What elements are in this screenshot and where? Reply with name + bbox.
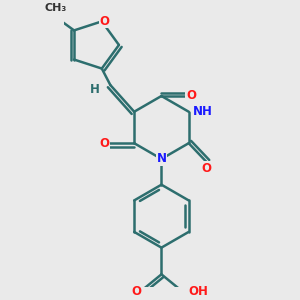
Text: H: H xyxy=(90,83,100,96)
Text: CH₃: CH₃ xyxy=(44,3,66,13)
Text: OH: OH xyxy=(188,285,208,298)
Text: O: O xyxy=(132,285,142,298)
Text: NH: NH xyxy=(193,105,212,118)
Text: O: O xyxy=(186,89,196,103)
Text: N: N xyxy=(156,152,167,165)
Text: O: O xyxy=(202,161,212,175)
Text: O: O xyxy=(100,15,110,28)
Text: O: O xyxy=(100,137,110,150)
